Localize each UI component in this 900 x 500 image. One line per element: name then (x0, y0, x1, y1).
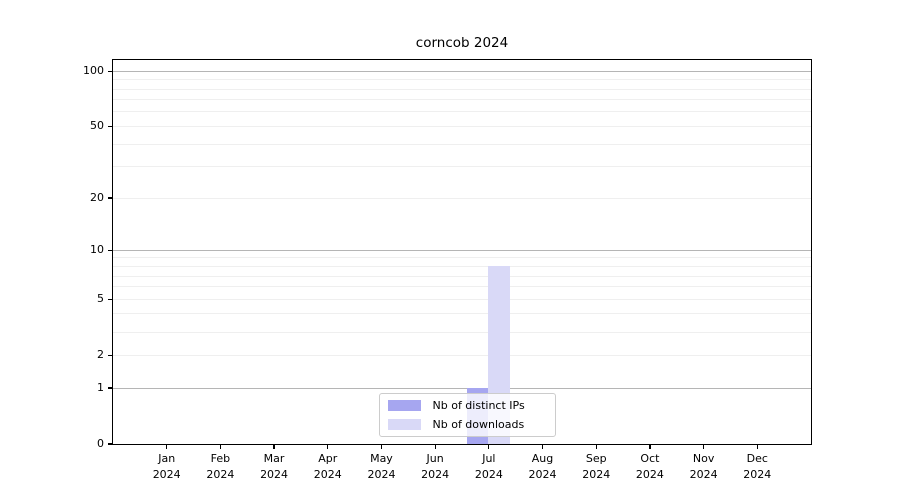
gridline-minor (112, 143, 811, 145)
x-tick-year: 2024 (582, 468, 611, 481)
x-axis-tick (488, 444, 490, 449)
legend-swatch (387, 418, 421, 430)
gridline-minor (112, 111, 811, 113)
x-tick-month: Jul (482, 452, 496, 465)
x-tick-year: 2024 (689, 468, 718, 481)
x-axis-tick-label: Jun 2024 (403, 451, 467, 483)
x-axis-tick-label: May 2024 (349, 451, 413, 483)
legend: Nb of distinct IPs Nb of downloads (378, 392, 556, 437)
x-tick-month: May (370, 452, 393, 465)
gridline-minor (112, 331, 811, 333)
x-axis-tick-label: Dec 2024 (725, 451, 789, 483)
x-tick-year: 2024 (421, 468, 450, 481)
y-axis-tick (108, 387, 113, 389)
gridline-minor (112, 286, 811, 288)
x-tick-year: 2024 (474, 468, 503, 481)
y-axis-tick-label: 2 (97, 348, 104, 362)
gridline-minor (112, 79, 811, 81)
x-tick-year: 2024 (635, 468, 664, 481)
gridline-minor (112, 88, 811, 90)
x-tick-month: Dec (746, 452, 768, 465)
x-axis-tick (756, 444, 758, 449)
gridline-minor (112, 197, 811, 199)
gridline-minor (112, 257, 811, 259)
plot-area: Nb of distinct IPs Nb of downloads (111, 58, 812, 445)
gridline-minor (112, 266, 811, 267)
x-tick-month: Mar (263, 452, 285, 465)
x-tick-year: 2024 (743, 468, 772, 481)
y-axis-tick (108, 197, 113, 199)
gridline-major (112, 249, 811, 251)
x-tick-month: Feb (210, 452, 231, 465)
x-axis-tick-label: Jul 2024 (457, 451, 521, 483)
y-axis-tick-label: 50 (90, 119, 104, 133)
x-tick-month: Sep (585, 452, 607, 465)
x-tick-month: Jan (158, 452, 176, 465)
y-axis-tick-label: 10 (90, 243, 104, 257)
gridline-minor (112, 275, 811, 277)
y-axis-tick (108, 249, 113, 251)
gridline-minor (112, 166, 811, 168)
x-axis-tick-label: Feb 2024 (188, 451, 252, 483)
legend-label: Nb of distinct IPs (432, 398, 525, 412)
gridline-minor (112, 99, 811, 101)
gridline-minor (112, 354, 811, 356)
x-tick-month: Oct (640, 452, 660, 465)
gridline-minor (112, 313, 811, 315)
y-axis-tick-label: 100 (83, 64, 104, 78)
x-tick-year: 2024 (260, 468, 289, 481)
x-axis-tick-label: Sep 2024 (564, 451, 628, 483)
y-axis-tick (108, 354, 113, 356)
x-tick-month: Nov (692, 452, 715, 465)
x-axis-tick-label: Jan 2024 (135, 451, 199, 483)
x-tick-year: 2024 (206, 468, 235, 481)
x-tick-year: 2024 (367, 468, 396, 481)
chart-title: corncob 2024 (415, 35, 509, 51)
y-axis-tick-label: 5 (97, 292, 104, 306)
x-axis-tick-label: Mar 2024 (242, 451, 306, 483)
x-tick-month: Aug (531, 452, 554, 465)
x-axis-tick (649, 444, 651, 449)
y-axis-tick-label: 1 (97, 381, 104, 394)
x-axis-tick (327, 444, 329, 449)
x-tick-year: 2024 (313, 468, 342, 481)
y-axis-tick (108, 443, 113, 445)
gridline-major (112, 70, 811, 72)
x-axis-tick-label: Nov 2024 (672, 451, 736, 483)
x-tick-year: 2024 (528, 468, 557, 481)
x-axis-tick (219, 444, 221, 449)
x-axis-tick-label: Aug 2024 (511, 451, 575, 483)
x-axis-tick-label: Apr 2024 (296, 451, 360, 483)
y-axis-tick (108, 298, 113, 300)
x-axis-tick (434, 444, 436, 449)
x-axis-tick-label: Oct 2024 (618, 451, 682, 483)
legend-entry: Nb of distinct IPs (387, 398, 555, 413)
y-axis-tick-label: 20 (90, 191, 104, 205)
gridline-major (112, 387, 811, 389)
y-axis-tick (108, 125, 113, 127)
x-axis-tick (595, 444, 597, 449)
x-axis-tick (380, 444, 383, 449)
gridline-minor (112, 125, 811, 127)
x-tick-month: Jun (426, 452, 444, 465)
x-axis-tick (541, 444, 544, 449)
x-tick-month: Apr (318, 452, 338, 465)
x-axis-tick (273, 444, 275, 449)
x-axis-tick (703, 444, 705, 449)
legend-swatch (387, 399, 421, 411)
x-tick-year: 2024 (152, 468, 181, 481)
x-axis-tick (166, 444, 168, 449)
y-axis-tick (108, 70, 113, 72)
legend-label: Nb of downloads (432, 417, 525, 431)
gridline-minor (112, 298, 811, 300)
y-axis-tick-label: 0 (97, 437, 104, 450)
legend-entry: Nb of downloads (387, 417, 555, 432)
